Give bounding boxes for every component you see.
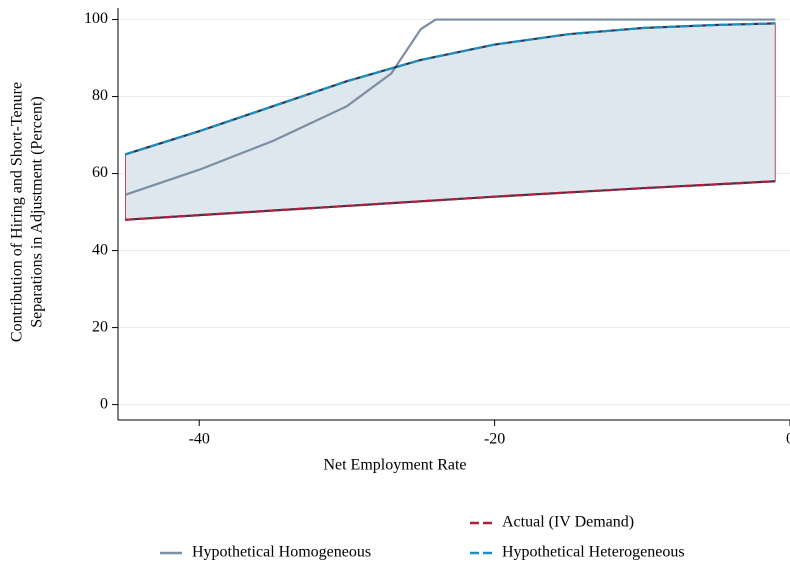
- legend-label: Actual (IV Demand): [502, 514, 634, 531]
- x-tick-label: -40: [189, 431, 210, 448]
- series-line: [125, 180, 776, 221]
- y-tick-label: 100: [84, 10, 108, 27]
- x-tick-label: -20: [484, 431, 505, 448]
- y-tick-label: 40: [92, 241, 108, 258]
- y-tick-label: 0: [100, 395, 108, 412]
- x-tick-label: 0: [786, 431, 790, 448]
- legend-label: Hypothetical Homogeneous: [192, 544, 371, 561]
- y-axis-label: Separations in Adjustment (Percent): [29, 96, 46, 328]
- y-tick-label: 20: [92, 318, 108, 335]
- x-axis-label: Net Employment Rate: [323, 457, 466, 474]
- line-base: [125, 22, 776, 156]
- y-tick-label: 80: [92, 87, 108, 104]
- y-tick-label: 60: [92, 164, 108, 181]
- legend-label: Hypothetical Heterogeneous: [502, 544, 685, 561]
- series-line: [125, 18, 776, 196]
- y-axis-label: Contribution of Hiring and Short-Tenure: [9, 82, 26, 342]
